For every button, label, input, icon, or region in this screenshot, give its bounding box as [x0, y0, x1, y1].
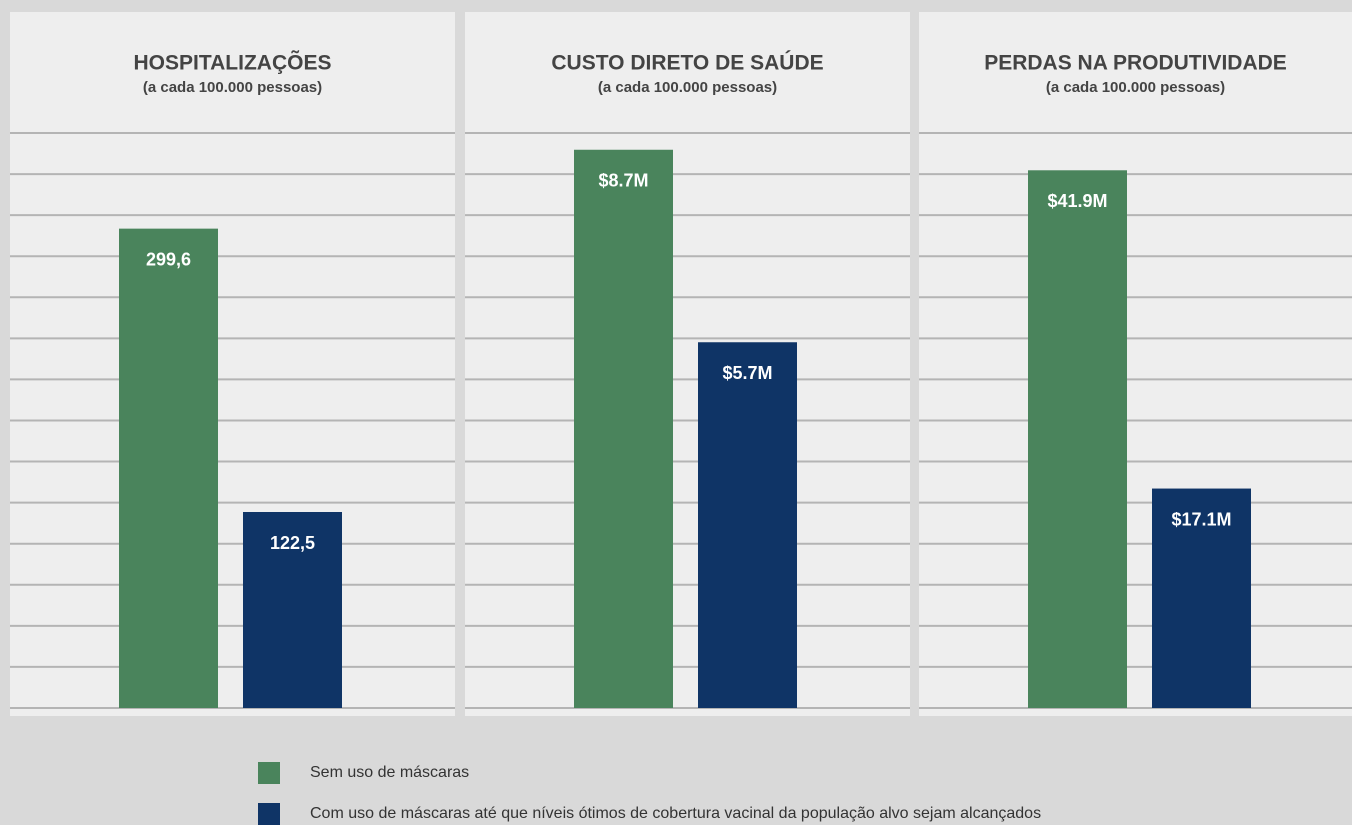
value-label: 299,6: [146, 249, 191, 269]
bar: [1028, 170, 1127, 709]
panel: [919, 12, 1352, 716]
panel: [10, 12, 455, 716]
chart-subtitle: (a cada 100.000 pessoas): [1046, 79, 1225, 96]
bar: [574, 149, 673, 708]
chart-title: PERDAS NA PRODUTIVIDADE: [984, 52, 1287, 75]
value-label: $17.1M: [1171, 509, 1231, 529]
bar: [119, 228, 218, 708]
chart-title: HOSPITALIZAÇÕES: [134, 51, 332, 75]
value-label: $41.9M: [1047, 191, 1107, 211]
legend-swatch: [258, 803, 280, 825]
panel: [465, 12, 910, 716]
value-label: 122,5: [270, 533, 315, 553]
legend-label: Sem uso de máscaras: [310, 764, 469, 781]
chart-subtitle: (a cada 100.000 pessoas): [143, 79, 322, 96]
legend-label: Com uso de máscaras até que níveis ótimo…: [310, 805, 1041, 822]
chart-title: CUSTO DIRETO DE SAÚDE: [551, 51, 823, 75]
legend-swatch: [258, 762, 280, 784]
chart-subtitle: (a cada 100.000 pessoas): [598, 79, 777, 96]
bar: [698, 342, 797, 708]
bar: [1152, 488, 1251, 708]
value-label: $8.7M: [598, 171, 648, 191]
value-label: $5.7M: [722, 363, 772, 383]
bar: [243, 512, 342, 708]
